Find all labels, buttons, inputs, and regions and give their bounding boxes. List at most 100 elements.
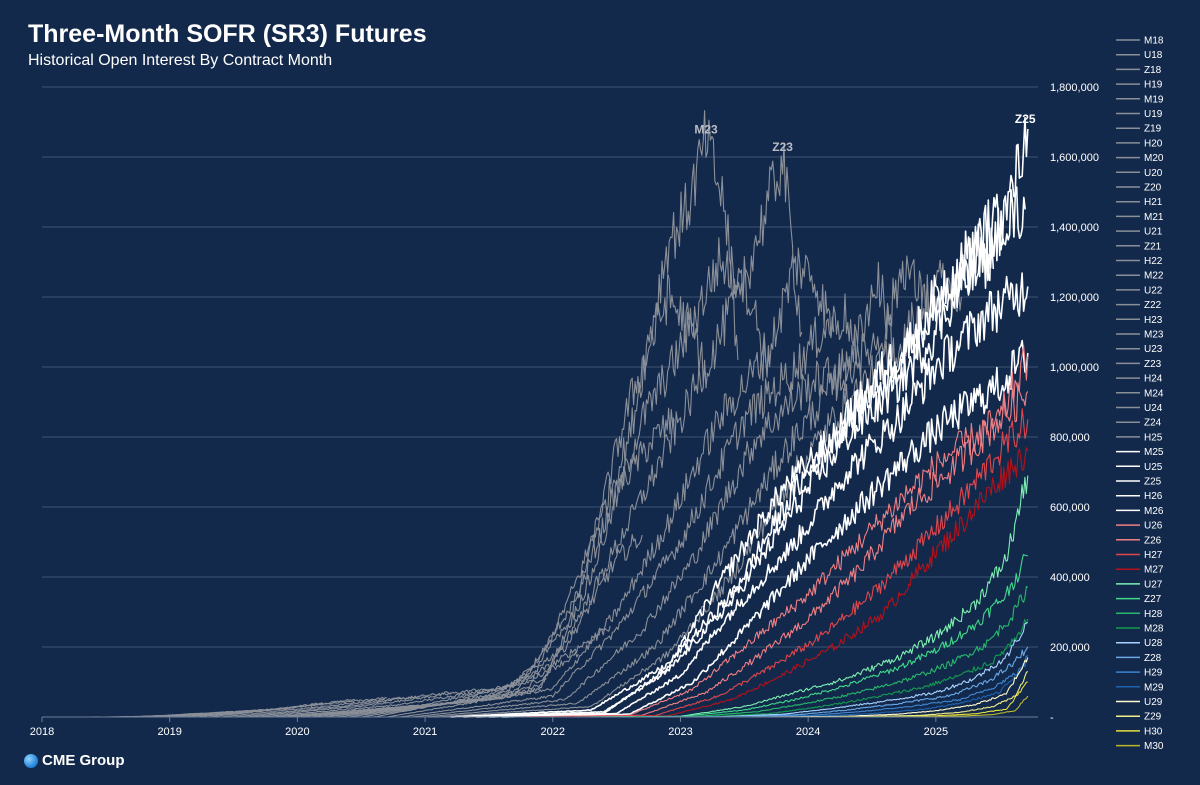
- legend-label-u25: U25: [1144, 462, 1163, 473]
- x-tick-label: 2022: [541, 726, 565, 738]
- series-line-u25: [463, 186, 1026, 718]
- legend-label-z25: Z25: [1144, 477, 1162, 488]
- y-tick-label: 800,000: [1050, 432, 1090, 444]
- cme-group-logo: CME Group: [24, 752, 125, 769]
- legend-label-z27: Z27: [1144, 594, 1162, 605]
- legend-label-u26: U26: [1144, 521, 1163, 532]
- series-line-m30: [731, 695, 1029, 718]
- legend-label-h30: H30: [1144, 726, 1163, 737]
- x-tick-label: 2019: [157, 726, 181, 738]
- legend-label-m28: M28: [1144, 624, 1164, 635]
- series-line-z22: [322, 407, 675, 718]
- legend-label-u27: U27: [1144, 579, 1163, 590]
- y-tick-label: 400,000: [1050, 572, 1090, 584]
- legend-label-u21: U21: [1144, 227, 1163, 238]
- legend-label-u18: U18: [1144, 50, 1163, 61]
- series-line-m21: [246, 688, 483, 718]
- x-axis: 2018 2019 2020 2021 2022 2023 2024 2025: [30, 716, 1038, 738]
- legend-label-h21: H21: [1144, 197, 1163, 208]
- annotation-z23: Z23: [772, 140, 793, 154]
- series-line-u21: [259, 684, 515, 718]
- legend-label-h23: H23: [1144, 315, 1163, 326]
- annotations: M23 Z23 Z25: [694, 112, 1036, 154]
- x-tick-label: 2024: [796, 726, 820, 738]
- series-line-m26: [501, 339, 1029, 718]
- legend-label-m29: M29: [1144, 682, 1164, 693]
- series-line-u24: [412, 261, 898, 718]
- series-line-h28: [591, 585, 1029, 718]
- legend-label-u23: U23: [1144, 344, 1163, 355]
- legend-label-h25: H25: [1144, 432, 1163, 443]
- series-line-h24: [386, 247, 835, 718]
- series-line-m24: [399, 293, 867, 718]
- legend-label-m26: M26: [1144, 506, 1164, 517]
- legend-label-u20: U20: [1144, 168, 1163, 179]
- series-line-u23: [361, 237, 771, 718]
- annotation-m23: M23: [694, 123, 718, 137]
- legend: M18 U18 Z18 H19 M19 U19 Z19 H20 M20 U20 Z20 H21 M21 U…: [1116, 36, 1164, 752]
- chart-subtitle: Historical Open Interest By Contract Mon…: [28, 52, 333, 69]
- y-tick-label: 1,200,000: [1050, 292, 1099, 304]
- legend-label-m27: M27: [1144, 565, 1164, 576]
- legend-label-z26: Z26: [1144, 535, 1162, 546]
- legend-label-m21: M21: [1144, 212, 1164, 223]
- series-line-z24: [425, 255, 931, 718]
- legend-label-h19: H19: [1144, 80, 1163, 91]
- globe-icon: [24, 753, 38, 768]
- legend-label-h22: H22: [1144, 256, 1163, 267]
- series-line-u22: [310, 534, 643, 718]
- y-tick-label: 600,000: [1050, 502, 1090, 514]
- legend-label-m19: M19: [1144, 94, 1164, 105]
- logo-text: CME Group: [42, 752, 125, 769]
- legend-label-z24: Z24: [1144, 418, 1162, 429]
- legend-label-z22: Z22: [1144, 300, 1162, 311]
- legend-label-m22: M22: [1144, 271, 1164, 282]
- legend-label-h26: H26: [1144, 491, 1163, 502]
- series-layer: [86, 110, 1029, 718]
- legend-label-z19: Z19: [1144, 124, 1162, 135]
- series-line-z29: [680, 671, 1029, 718]
- legend-label-m18: M18: [1144, 36, 1164, 47]
- legend-label-u22: U22: [1144, 285, 1163, 296]
- legend-label-m23: M23: [1144, 330, 1164, 341]
- series-line-h25: [437, 259, 962, 718]
- y-tick-label: 1,800,000: [1050, 82, 1099, 94]
- series-line-h21: [233, 691, 451, 718]
- y-tick-label: 1,400,000: [1050, 222, 1099, 234]
- legend-label-h28: H28: [1144, 609, 1163, 620]
- y-tick-label: -: [1050, 712, 1054, 724]
- legend-label-u24: U24: [1144, 403, 1163, 414]
- y-tick-label: 1,600,000: [1050, 152, 1099, 164]
- legend-label-m24: M24: [1144, 388, 1164, 399]
- y-tick-label: 1,000,000: [1050, 362, 1099, 374]
- series-line-z27: [578, 554, 1028, 718]
- legend-label-h29: H29: [1144, 668, 1163, 679]
- series-line-m25: [450, 223, 995, 718]
- x-tick-label: 2020: [285, 726, 309, 738]
- legend-label-u28: U28: [1144, 638, 1163, 649]
- legend-label-m25: M25: [1144, 447, 1164, 458]
- legend-label-h27: H27: [1144, 550, 1163, 561]
- legend-label-z28: Z28: [1144, 653, 1162, 664]
- legend-label-m30: M30: [1144, 741, 1164, 752]
- legend-label-m20: M20: [1144, 153, 1164, 164]
- y-axis: - 200,000 400,000 600,000 800,000 1,000,000 1,…: [1050, 82, 1099, 724]
- x-tick-label: 2018: [30, 726, 54, 738]
- series-line-h26: [488, 272, 1029, 718]
- legend-label-z21: Z21: [1144, 241, 1162, 252]
- series-line-u20: [207, 696, 387, 718]
- legend-label-z23: Z23: [1144, 359, 1162, 370]
- chart-title: Three-Month SOFR (SR3) Futures: [28, 20, 427, 48]
- legend-label-h20: H20: [1144, 138, 1163, 149]
- legend-label-h24: H24: [1144, 374, 1163, 385]
- series-line-h23: [335, 273, 707, 718]
- series-line-z23: [373, 142, 803, 718]
- legend-label-z20: Z20: [1144, 183, 1162, 194]
- legend-label-z18: Z18: [1144, 65, 1162, 76]
- x-tick-label: 2021: [413, 726, 437, 738]
- legend-label-u19: U19: [1144, 109, 1163, 120]
- series-line-m23: [348, 110, 739, 718]
- legend-label-z29: Z29: [1144, 712, 1162, 723]
- x-tick-label: 2023: [668, 726, 692, 738]
